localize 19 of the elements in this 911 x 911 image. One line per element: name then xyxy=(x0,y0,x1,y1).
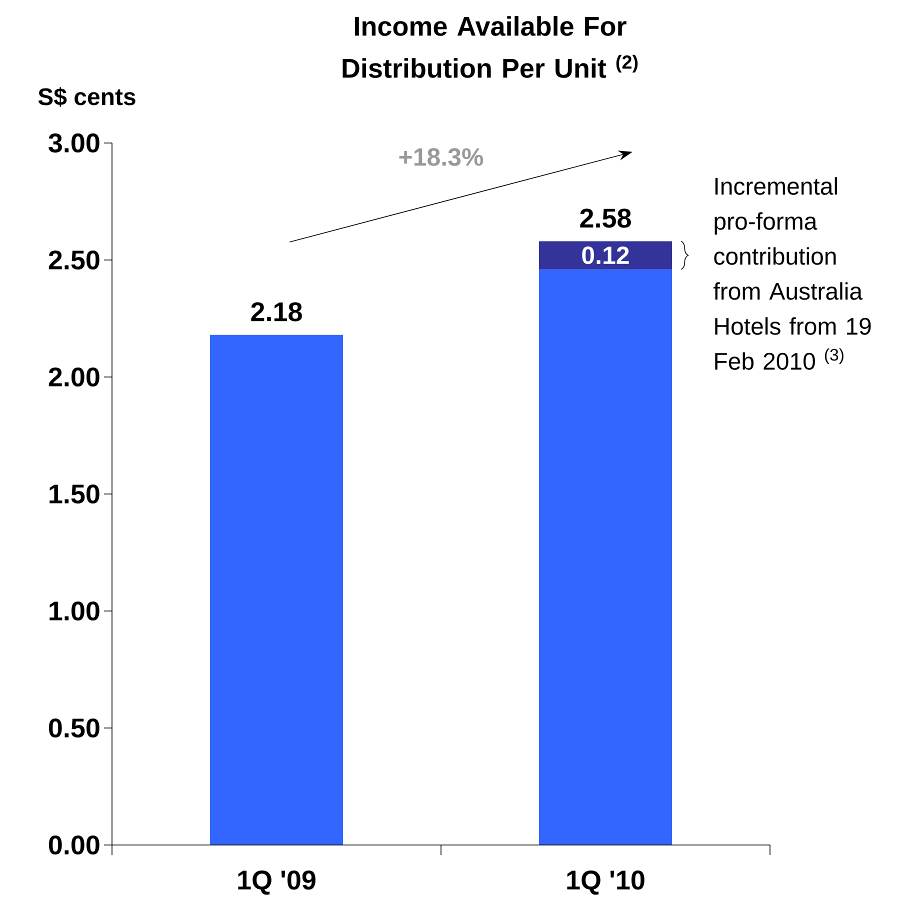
x-tick-label: 1Q '09 xyxy=(238,870,316,895)
y-tick-label: 1.00 xyxy=(50,601,100,621)
y-axis-title: S$ cents xyxy=(38,87,136,107)
bar xyxy=(539,269,672,845)
y-tick-label: 2.00 xyxy=(48,367,100,387)
y-tick-label: 3.00 xyxy=(48,133,100,153)
x-tick-label: 1Q '10 xyxy=(567,870,644,895)
y-tick-label: 2.50 xyxy=(48,250,100,270)
y-tick-label: 0.50 xyxy=(48,718,100,738)
bar xyxy=(539,241,672,270)
annotation: Incremental pro-forma contribution from Australia Hotels from 19 Feb 2010 $^{(3)}$ xyxy=(714,177,871,370)
chart-title: Income Available For Distribution Per Unit $^{(2)}$ xyxy=(342,16,638,78)
total-label: 2.18 xyxy=(251,302,302,322)
data-label: 0.12 xyxy=(582,246,629,264)
bar xyxy=(210,334,343,845)
y-tick-label: 1.50 xyxy=(50,484,100,504)
total-label: 2.58 xyxy=(580,208,631,228)
y-tick-label: 0.00 xyxy=(48,835,100,855)
annotation: +18.3% xyxy=(399,148,484,166)
